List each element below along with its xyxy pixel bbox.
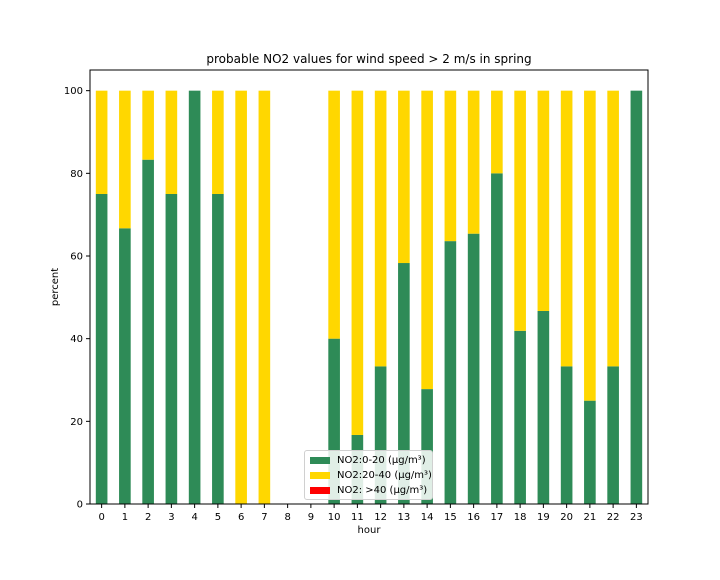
y-tick-label: 80: [70, 169, 83, 180]
x-tick-label: 4: [191, 512, 197, 523]
legend-swatch-yellow: [310, 471, 330, 479]
x-tick-label: 18: [514, 512, 527, 523]
bar-s1-h15: [444, 90, 457, 242]
legend-item-red: NO2: >40 (µg/m³): [310, 483, 427, 497]
plot-frame: [89, 69, 649, 505]
x-tick-label: 10: [328, 512, 341, 523]
x-tick-label: 19: [537, 512, 550, 523]
x-tick-label: 22: [607, 512, 620, 523]
bar-s0-h22: [607, 366, 619, 504]
bar-s1-h19: [537, 90, 550, 311]
legend-label-green: NO2:0-20 (µg/m³): [337, 454, 426, 466]
bar-s0-h5: [212, 194, 224, 504]
bar-s1-h7: [258, 90, 271, 505]
bar-s1-h3: [165, 90, 178, 194]
x-tick-label: 23: [630, 512, 643, 523]
chart-title: probable NO2 values for wind speed > 2 m…: [206, 52, 531, 66]
bar-s0-h17: [491, 173, 503, 505]
x-tick-label: 21: [584, 512, 597, 523]
bar-s0-h1: [119, 228, 131, 504]
x-tick-label: 17: [491, 512, 504, 523]
bar-s1-h12: [374, 90, 387, 367]
axes-layer: 0 1 2 3 4 5 6 7 8 9 10 11 12 13 14 15 16 17 18 19 20 21 22 2302…: [64, 69, 649, 523]
x-tick-label: 14: [421, 512, 434, 523]
legend-label-red: NO2: >40 (µg/m³): [337, 484, 428, 496]
bar-s1-h17: [491, 90, 503, 174]
y-axis-label: percent: [50, 268, 61, 306]
legend-item-yellow: NO2:20-40 (µg/m³): [310, 468, 432, 482]
legend-label-yellow: NO2:20-40 (µg/m³): [337, 469, 432, 481]
bar-s0-h4: [188, 90, 201, 505]
bar-s1-h2: [142, 90, 154, 160]
bar-s0-h21: [584, 400, 596, 504]
x-axis-label: hour: [358, 525, 382, 536]
bar-s0-h16: [467, 233, 480, 504]
bar-s1-h21: [584, 90, 596, 401]
x-tick-label: 16: [467, 512, 480, 523]
legend-swatch-red: [310, 486, 330, 494]
bar-s1-h22: [607, 90, 619, 367]
bar-s1-h14: [421, 90, 433, 390]
x-tick-label: 13: [398, 512, 411, 523]
bar-s1-h13: [398, 90, 410, 264]
bar-s0-h18: [514, 330, 526, 504]
legend-item-green: NO2:0-20 (µg/m³): [310, 453, 426, 467]
x-tick-label: 2: [145, 512, 151, 523]
x-tick-label: 11: [351, 512, 364, 523]
bar-s0-h15: [444, 241, 457, 504]
bar-s0-h23: [630, 90, 643, 505]
bar-s0-h12: [374, 366, 387, 504]
y-tick-label: 60: [70, 252, 83, 263]
bar-s1-h1: [119, 90, 131, 229]
y-tick-label: 0: [77, 500, 83, 511]
bar-s1-h16: [467, 90, 480, 234]
bar-s0-h3: [165, 194, 178, 504]
x-tick-label: 12: [374, 512, 387, 523]
bar-s1-h0: [95, 90, 108, 194]
bar-s0-h14: [421, 389, 433, 504]
y-tick-label: 40: [70, 334, 83, 345]
bar-s0-h19: [537, 310, 550, 504]
legend-swatch-green: [310, 456, 330, 464]
bar-s1-h11: [351, 90, 364, 435]
y-tick-label: 100: [64, 86, 83, 97]
bar-s0-h0: [95, 194, 108, 504]
x-tick-label: 6: [238, 512, 244, 523]
x-tick-label: 5: [215, 512, 221, 523]
bars-layer: [95, 90, 643, 505]
bar-s0-h13: [398, 263, 410, 504]
x-tick-label: 8: [284, 512, 290, 523]
x-tick-label: 3: [168, 512, 174, 523]
x-tick-label: 1: [122, 512, 128, 523]
bar-s1-h10: [328, 90, 340, 339]
bar-s1-h5: [212, 90, 224, 194]
x-tick-label: 9: [308, 512, 314, 523]
x-tick-label: 0: [98, 512, 104, 523]
bar-s1-h18: [514, 90, 526, 331]
bar-s0-h2: [142, 159, 154, 504]
bar-s1-h20: [560, 90, 573, 367]
bar-s0-h20: [560, 366, 573, 504]
bar-s1-h6: [235, 90, 247, 505]
legend: NO2:0-20 (µg/m³) NO2:20-40 (µg/m³) NO2: …: [304, 450, 433, 500]
x-tick-label: 20: [560, 512, 573, 523]
y-tick-label: 20: [70, 417, 83, 428]
bar-s0-h10: [328, 338, 340, 504]
x-tick-label: 7: [261, 512, 267, 523]
x-tick-label: 15: [444, 512, 457, 523]
